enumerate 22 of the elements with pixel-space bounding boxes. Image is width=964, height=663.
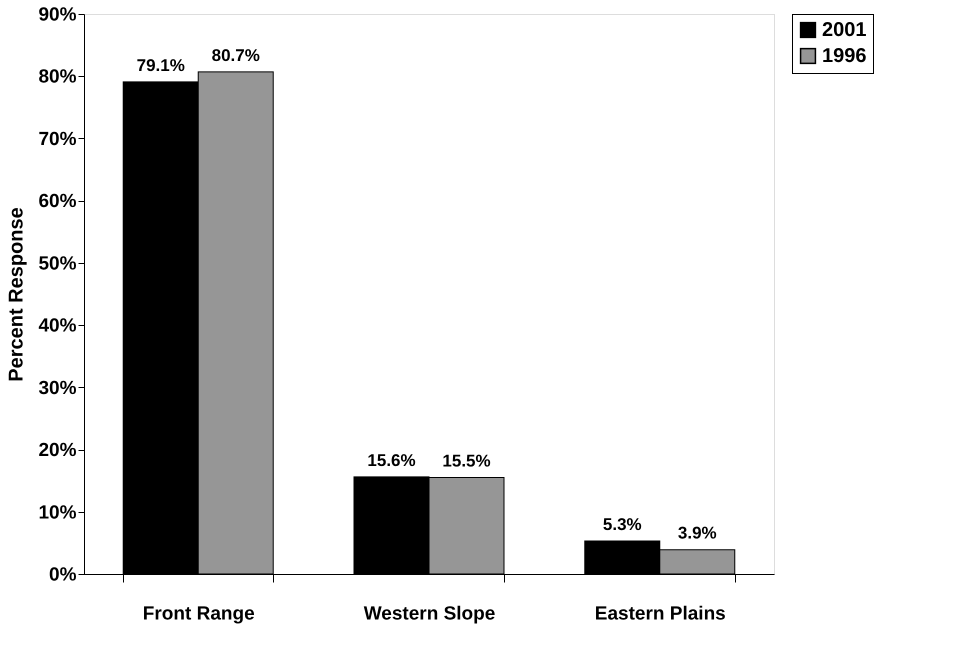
y-axis-title: Percent Response: [5, 207, 28, 382]
data-label: 80.7%: [212, 46, 260, 65]
data-label: 3.9%: [678, 524, 717, 543]
y-tick-label: 10%: [38, 502, 77, 524]
y-tick-label: 90%: [38, 4, 77, 26]
data-label: 15.6%: [367, 450, 416, 470]
y-tick-label: 80%: [38, 66, 77, 88]
y-tick-label: 0%: [49, 564, 77, 586]
data-label: 5.3%: [602, 515, 642, 534]
y-tick-label: 50%: [38, 253, 77, 274]
x-tick-label: Front Range: [142, 604, 255, 624]
y-tick-label: 70%: [38, 128, 77, 150]
legend-label: 2001: [822, 19, 866, 41]
y-tick-label: 30%: [38, 378, 77, 399]
y-tick-label: 20%: [38, 440, 77, 462]
y-tick-label: 60%: [38, 191, 77, 212]
legend-label: 1996: [822, 45, 866, 67]
x-tick-label: Western Slope: [364, 604, 496, 624]
data-label: 15.5%: [442, 452, 491, 471]
data-label: 79.1%: [136, 56, 185, 75]
y-tick-label: 40%: [38, 316, 77, 337]
x-tick-label: Eastern Plains: [594, 604, 726, 624]
